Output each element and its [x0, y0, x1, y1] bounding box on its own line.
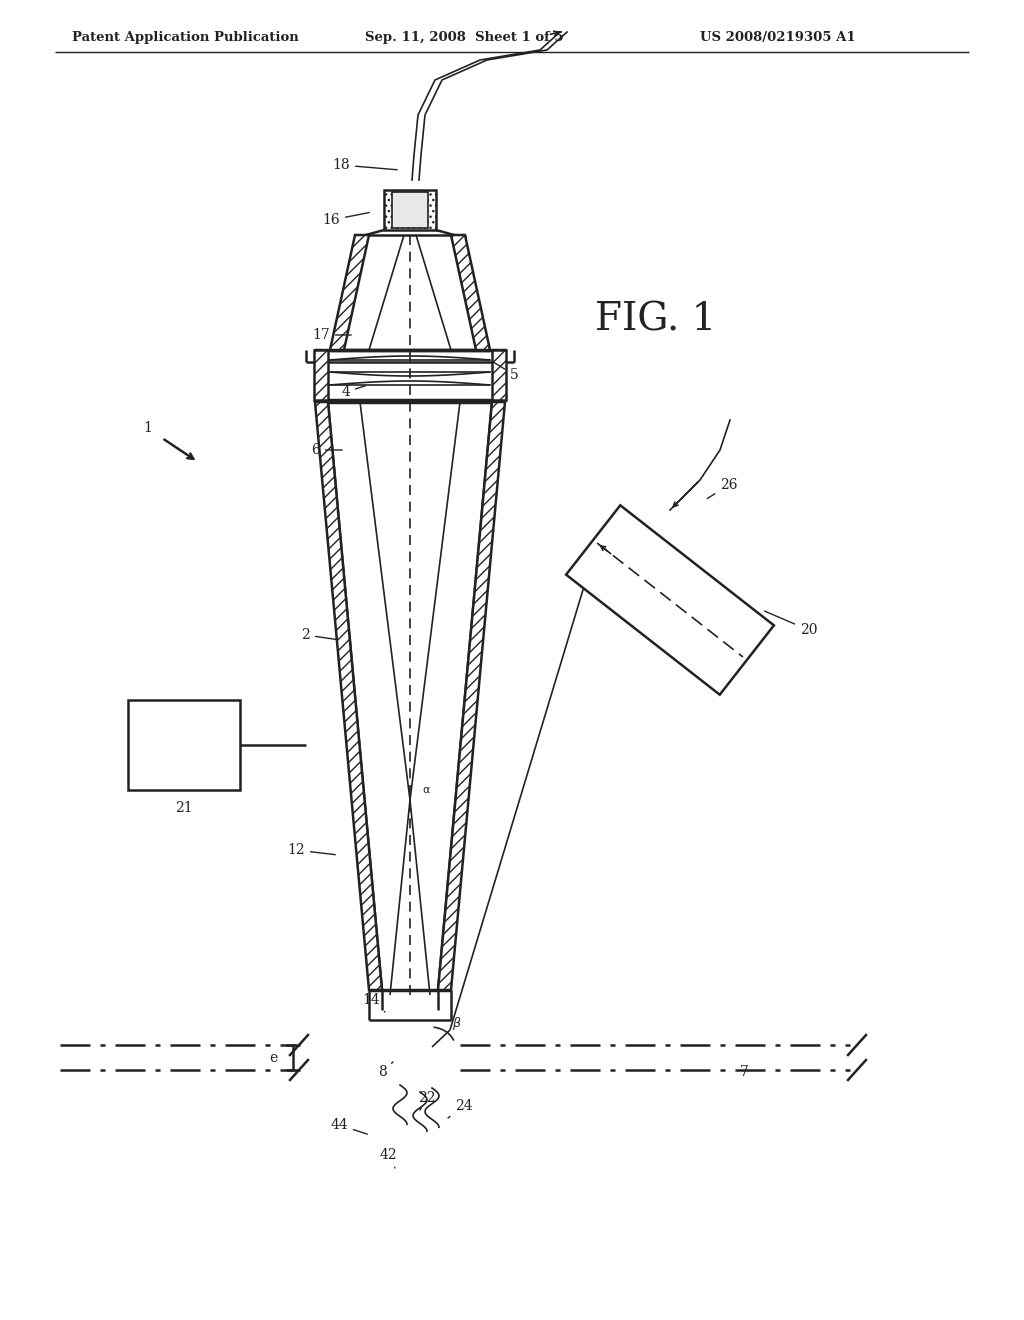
Text: α: α: [422, 785, 429, 795]
Text: 26: 26: [708, 478, 737, 499]
Polygon shape: [330, 235, 369, 350]
Bar: [384, 190, 436, 230]
Bar: [492, 350, 506, 400]
Polygon shape: [315, 403, 382, 990]
Bar: [128, 700, 240, 789]
Text: 18: 18: [333, 158, 397, 172]
Text: β: β: [452, 1016, 460, 1030]
Text: 21: 21: [175, 801, 193, 814]
Text: 6: 6: [311, 444, 342, 457]
Polygon shape: [451, 235, 490, 350]
Text: 1: 1: [143, 421, 153, 436]
Text: 12: 12: [288, 843, 335, 857]
Polygon shape: [438, 403, 505, 990]
Text: 5: 5: [493, 362, 519, 381]
Bar: [566, 506, 774, 694]
Text: Sep. 11, 2008  Sheet 1 of 5: Sep. 11, 2008 Sheet 1 of 5: [365, 30, 563, 44]
Text: Patent Application Publication: Patent Application Publication: [72, 30, 299, 44]
Text: 7: 7: [740, 1065, 749, 1078]
Text: 24: 24: [449, 1100, 473, 1118]
Text: 14: 14: [362, 993, 385, 1012]
Text: 2: 2: [301, 628, 337, 642]
Text: 4: 4: [341, 385, 366, 399]
Text: US 2008/0219305 A1: US 2008/0219305 A1: [700, 30, 856, 44]
Text: 22: 22: [418, 1092, 435, 1110]
Text: 20: 20: [765, 611, 817, 638]
Text: 17: 17: [312, 327, 351, 342]
Text: FIG. 1: FIG. 1: [595, 301, 716, 338]
Bar: [392, 191, 428, 228]
Text: e: e: [269, 1051, 278, 1064]
Text: 16: 16: [323, 213, 370, 227]
Text: 42: 42: [380, 1148, 397, 1168]
Bar: [314, 350, 328, 400]
Text: 44: 44: [331, 1118, 368, 1134]
Text: 8: 8: [378, 1061, 393, 1078]
